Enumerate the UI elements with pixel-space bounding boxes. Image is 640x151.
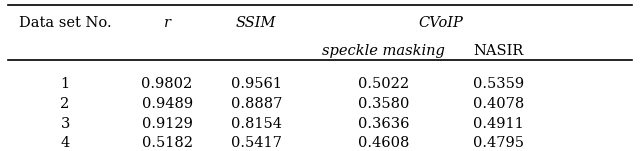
Text: 0.9129: 0.9129 bbox=[141, 117, 193, 131]
Text: 0.5182: 0.5182 bbox=[141, 136, 193, 150]
Text: 0.9561: 0.9561 bbox=[231, 77, 282, 91]
Text: 0.8887: 0.8887 bbox=[230, 97, 282, 111]
Text: 0.3636: 0.3636 bbox=[358, 117, 410, 131]
Text: 0.3580: 0.3580 bbox=[358, 97, 410, 111]
Text: 0.4078: 0.4078 bbox=[473, 97, 524, 111]
Text: SSIM: SSIM bbox=[236, 16, 276, 30]
Text: speckle masking: speckle masking bbox=[323, 44, 445, 58]
Text: Data set No.: Data set No. bbox=[19, 16, 111, 30]
Text: r: r bbox=[164, 16, 171, 30]
Text: NASIR: NASIR bbox=[474, 44, 524, 58]
Text: 0.4795: 0.4795 bbox=[473, 136, 524, 150]
Text: 4: 4 bbox=[61, 136, 70, 150]
Text: 3: 3 bbox=[60, 117, 70, 131]
Text: 0.9489: 0.9489 bbox=[141, 97, 193, 111]
Text: 0.4608: 0.4608 bbox=[358, 136, 410, 150]
Text: 0.5022: 0.5022 bbox=[358, 77, 410, 91]
Text: 1: 1 bbox=[61, 77, 70, 91]
Text: 0.9802: 0.9802 bbox=[141, 77, 193, 91]
Text: CVoIP: CVoIP bbox=[419, 16, 463, 30]
Text: 2: 2 bbox=[61, 97, 70, 111]
Text: 0.4911: 0.4911 bbox=[473, 117, 524, 131]
Text: 0.5417: 0.5417 bbox=[231, 136, 282, 150]
Text: 0.8154: 0.8154 bbox=[231, 117, 282, 131]
Text: 0.5359: 0.5359 bbox=[473, 77, 524, 91]
